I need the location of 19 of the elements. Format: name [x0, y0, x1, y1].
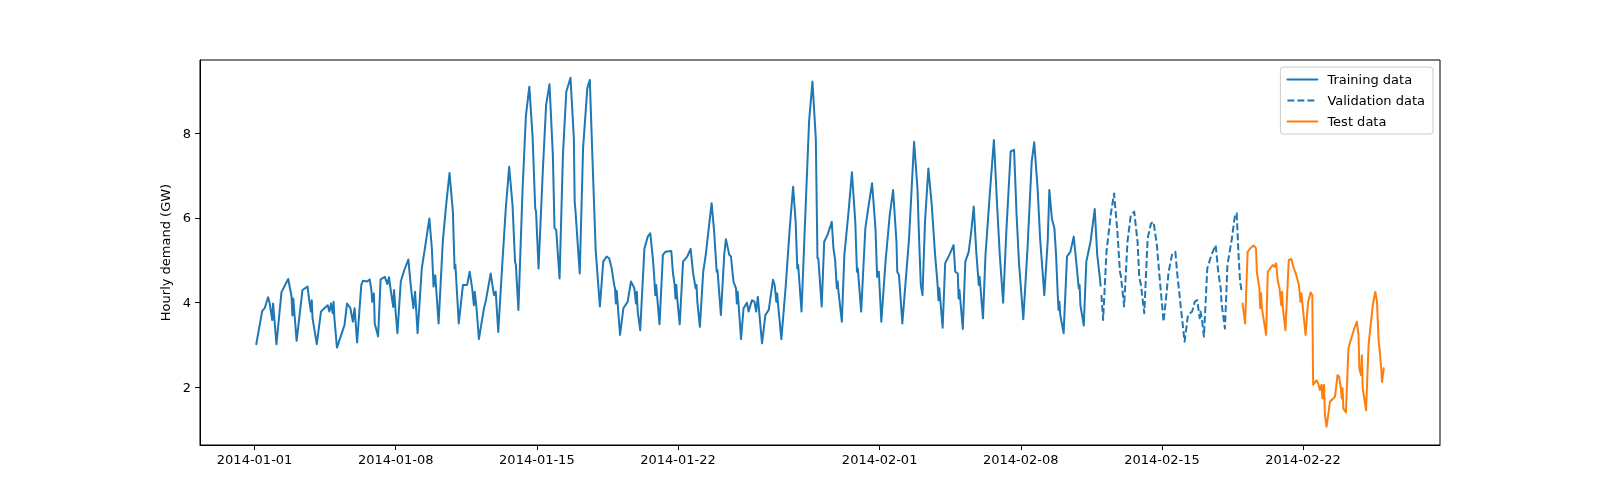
legend-label: Validation data	[1327, 93, 1425, 108]
legend-label: Training data	[1326, 72, 1413, 87]
line-series	[1241, 244, 1385, 428]
x-tick-label: 2014-02-15	[1124, 452, 1200, 467]
y-tick-label: 4	[182, 295, 191, 311]
y-axis-title: Hourly demand (GW)	[157, 183, 173, 322]
y-tick-label: 6	[182, 210, 191, 226]
x-tick-label: 2014-02-22	[1265, 452, 1341, 467]
y-tick-label: 2	[182, 379, 191, 395]
y-tick-label: 8	[182, 125, 191, 141]
x-tick-label: 2014-02-08	[983, 452, 1059, 467]
x-tick-label: 2014-01-08	[357, 452, 434, 467]
line-series	[1100, 192, 1243, 343]
x-tick-label: 2014-01-01	[216, 452, 293, 467]
line-series	[255, 76, 1102, 349]
x-tick-label: 2014-01-15	[499, 452, 575, 467]
x-tick-label: 2014-02-01	[841, 452, 918, 467]
legend-label: Test data	[1326, 114, 1387, 129]
x-tick-label: 2014-01-22	[640, 452, 716, 467]
